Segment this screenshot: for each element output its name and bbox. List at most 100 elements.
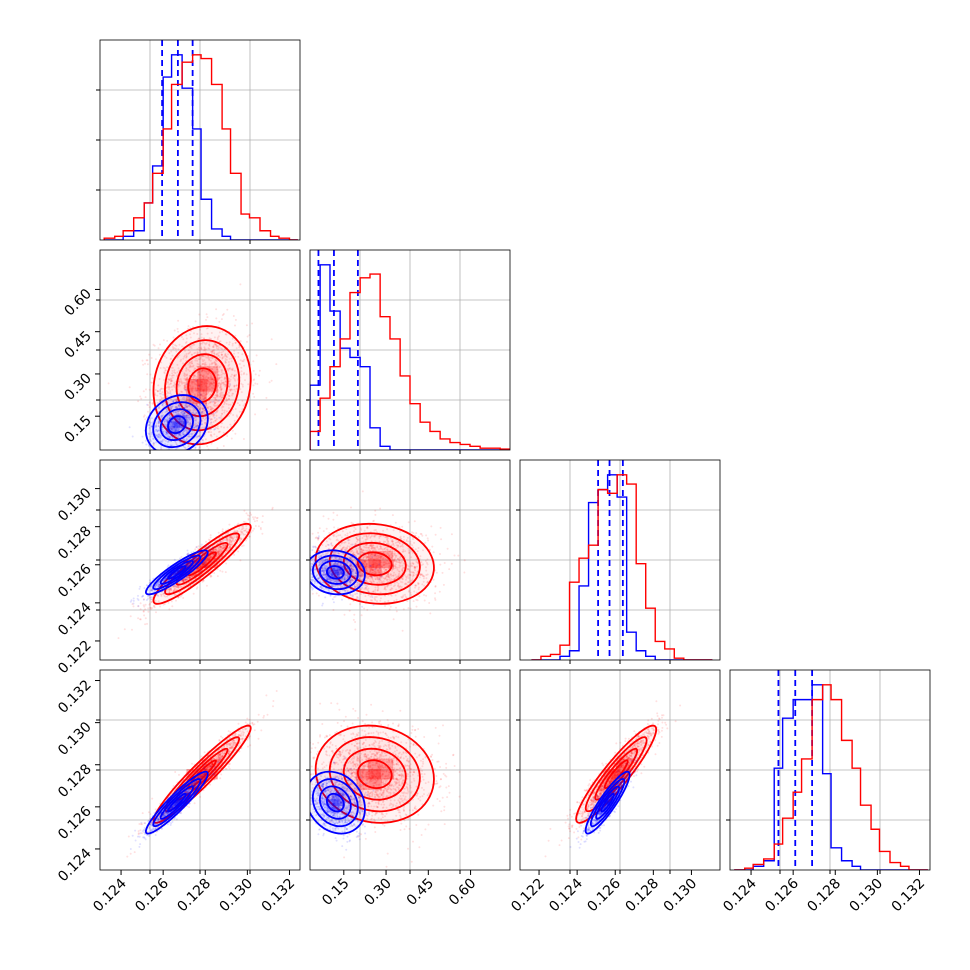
scatter-point [157, 425, 160, 428]
scatter-point [190, 347, 193, 350]
scatter-point [202, 395, 205, 398]
scatter-point [210, 363, 213, 366]
scatter-point [225, 398, 228, 401]
scatter-point [165, 407, 168, 410]
scatter-point [213, 402, 216, 405]
scatter-point [173, 558, 176, 561]
scatter-point [185, 388, 188, 391]
scatter-point [175, 405, 178, 408]
scatter-point [204, 397, 207, 399]
scatter-point [224, 360, 227, 363]
scatter-point [209, 383, 212, 386]
scatter-point [191, 362, 194, 365]
scatter-point [195, 389, 198, 392]
scatter-point [206, 316, 209, 319]
scatter-point [183, 388, 186, 391]
scatter-point [242, 373, 245, 376]
scatter-point [201, 407, 204, 410]
scatter-point [182, 362, 184, 365]
scatter-point [209, 378, 212, 380]
scatter-point [197, 338, 200, 341]
scatter-point [206, 445, 209, 448]
scatter-point [174, 382, 177, 385]
scatter-point [152, 343, 155, 346]
scatter-point [219, 340, 222, 343]
scatter-point [213, 352, 216, 355]
scatter-point [194, 409, 197, 412]
scatter-point [141, 595, 143, 598]
scatter-point [167, 381, 169, 384]
scatter-point [241, 408, 244, 411]
scatter-point [229, 367, 232, 370]
scatter-point [209, 536, 212, 539]
scatter-point [202, 398, 205, 401]
scatter-point [209, 350, 212, 353]
scatter-point [216, 427, 219, 430]
scatter-point [203, 370, 206, 373]
scatter-point [209, 374, 212, 377]
scatter-point [178, 384, 181, 387]
scatter-point [151, 381, 154, 384]
scatter-point [222, 462, 224, 464]
scatter-point [200, 543, 203, 546]
scatter-point [194, 447, 197, 450]
scatter-point [132, 457, 134, 459]
scatter-point [184, 386, 187, 389]
scatter-point [206, 365, 209, 368]
scatter-point [209, 534, 212, 537]
scatter-point [218, 395, 221, 398]
scatter-point [147, 610, 150, 613]
scatter-point [216, 368, 219, 371]
scatter-point [143, 614, 146, 617]
scatter-point [199, 394, 202, 396]
scatter-point [214, 371, 217, 373]
scatter-point [233, 373, 236, 376]
scatter-point [210, 378, 213, 381]
scatter-point [219, 383, 222, 386]
scatter-point [194, 402, 197, 405]
scatter-point [222, 381, 225, 384]
scatter-point [207, 356, 210, 359]
scatter-point [157, 390, 159, 393]
scatter-point [213, 381, 215, 384]
scatter-point [166, 366, 168, 369]
scatter-point [184, 379, 187, 381]
scatter-point [208, 382, 211, 385]
scatter-point [170, 398, 173, 401]
scatter-point [221, 372, 224, 375]
scatter-point [212, 378, 215, 381]
scatter-point [195, 387, 197, 390]
scatter-point [197, 394, 200, 396]
scatter-point [198, 337, 201, 340]
scatter-point [236, 402, 239, 405]
scatter-point [202, 416, 205, 419]
scatter-point [178, 418, 181, 421]
scatter-point [184, 389, 187, 391]
scatter-point [202, 413, 204, 415]
scatter-point [205, 370, 208, 373]
scatter-point [208, 345, 211, 347]
scatter-point [154, 457, 156, 459]
scatter-point [234, 432, 237, 435]
scatter-point [182, 423, 185, 426]
scatter-point [228, 368, 231, 370]
scatter-point [204, 343, 207, 346]
scatter-point [210, 431, 213, 434]
scatter-point [240, 366, 243, 369]
scatter-point [237, 355, 240, 358]
scatter-point [217, 378, 219, 381]
scatter-point [198, 313, 201, 316]
scatter-point [162, 387, 165, 390]
scatter-point [182, 452, 184, 454]
scatter-point [179, 457, 181, 459]
scatter-point [216, 407, 219, 410]
scatter-point [225, 358, 228, 361]
scatter-point [177, 348, 180, 350]
scatter-point [207, 546, 210, 549]
scatter-point [165, 392, 168, 395]
scatter-point [188, 416, 191, 419]
scatter-point [197, 352, 200, 354]
scatter-point [187, 399, 190, 402]
scatter-point [188, 404, 191, 407]
x-tick-label: 0.132 [889, 876, 929, 916]
